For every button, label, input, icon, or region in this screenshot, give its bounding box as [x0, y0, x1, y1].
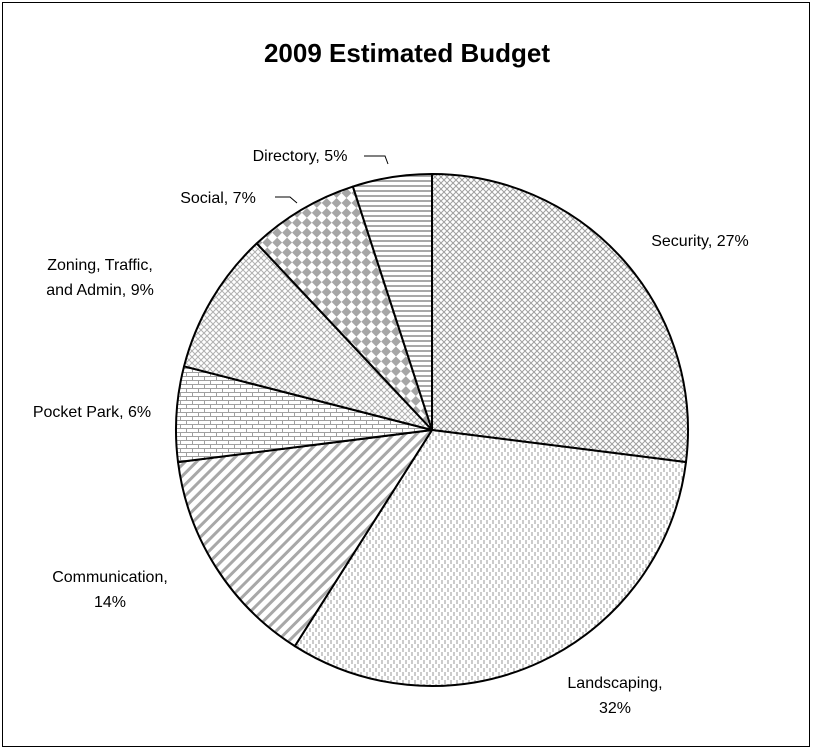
- slice-label: Communication, 14%: [52, 569, 168, 611]
- slice-label: Zoning, Traffic, and Admin, 9%: [46, 257, 154, 299]
- slice-label: Directory, 5%: [253, 148, 348, 165]
- pie-slice-directory: [351, 173, 433, 431]
- slice-label: Pocket Park, 6%: [33, 404, 151, 421]
- slice-label: Landscaping, 32%: [567, 675, 662, 717]
- pie-slice-zoning-traffic-and-admin: [183, 242, 433, 431]
- slice-label: Social, 7%: [180, 190, 256, 207]
- chart-title: 2009 Estimated Budget: [263, 38, 551, 68]
- pie-slice-security: [431, 173, 689, 464]
- leader-line: [275, 196, 298, 204]
- slice-label: Security, 27%: [651, 233, 749, 250]
- pie-slice-landscaping: [293, 429, 687, 687]
- leader-line: [364, 155, 389, 165]
- pie-slice-communication: [177, 429, 433, 648]
- pie-slice-social: [255, 185, 433, 431]
